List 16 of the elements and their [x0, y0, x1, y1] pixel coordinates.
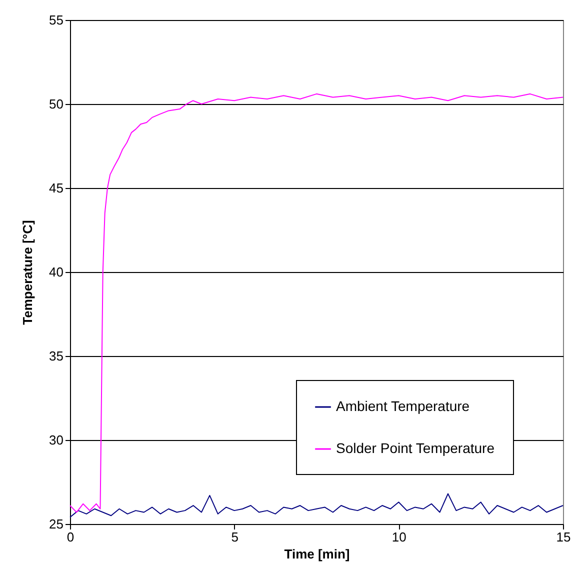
legend-label: Ambient Temperature — [336, 398, 470, 414]
y-tick-label: 55 — [49, 12, 64, 28]
x-tick-label: 5 — [231, 530, 238, 544]
y-tick-label: 45 — [49, 180, 64, 196]
y-tick-label: 35 — [49, 348, 64, 364]
x-tick-label: 10 — [392, 530, 406, 544]
y-tick-label: 50 — [49, 96, 64, 112]
y-tick-label: 40 — [49, 264, 64, 280]
line-series — [70, 493, 564, 518]
legend-label: Solder Point Temperature — [336, 440, 495, 456]
y-tick-label: 25 — [49, 516, 64, 532]
x-tick-label: 15 — [556, 530, 571, 544]
y-axis-title: Temperature [°C] — [20, 220, 36, 325]
x-axis-title: Time [min] — [284, 546, 350, 562]
y-tick-label: 30 — [49, 432, 64, 448]
x-tick-label: 0 — [66, 530, 74, 544]
